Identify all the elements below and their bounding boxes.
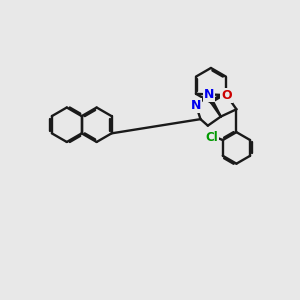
Text: Cl: Cl (205, 131, 218, 144)
Text: N: N (191, 99, 201, 112)
Text: N: N (204, 88, 214, 101)
Text: O: O (221, 89, 232, 102)
